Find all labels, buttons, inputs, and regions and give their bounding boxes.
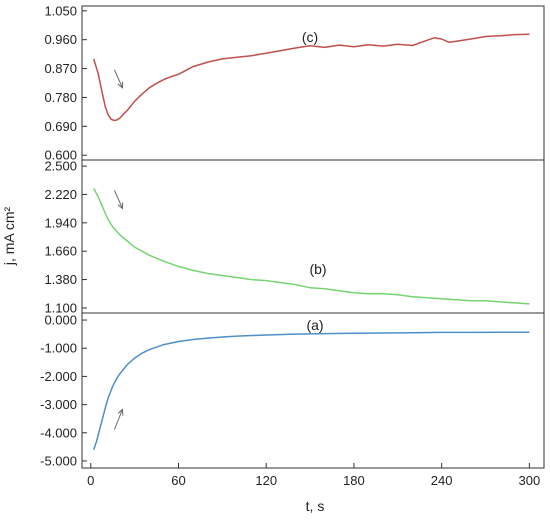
direction-arrow-head bbox=[117, 202, 124, 210]
y-tick-label: 1.380 bbox=[44, 272, 77, 287]
series-line bbox=[92, 33, 530, 122]
panel-1: 1.100 1.380 1.660 1.940 2.220 2.500 (b) bbox=[44, 159, 545, 315]
x-tick-label: 120 bbox=[255, 473, 277, 488]
panel-frame bbox=[81, 312, 545, 469]
panel-frame bbox=[81, 159, 545, 314]
series-line bbox=[93, 188, 530, 305]
y-tick-label: -3.000 bbox=[40, 397, 77, 412]
x-tick-label: 180 bbox=[343, 473, 365, 488]
y-tick-label: 1.940 bbox=[44, 215, 77, 230]
y-tick-label: 0.600 bbox=[44, 148, 77, 163]
panel-label: (a) bbox=[306, 317, 323, 333]
direction-arrow bbox=[114, 69, 123, 88]
y-tick-label: -1.000 bbox=[40, 341, 77, 356]
y-tick-label: 1.660 bbox=[44, 244, 77, 259]
y-tick-label: 1.050 bbox=[44, 3, 77, 18]
direction-arrow-head bbox=[117, 81, 124, 89]
y-tick-label: 0.870 bbox=[44, 61, 77, 76]
y-tick-label: 0.960 bbox=[44, 32, 77, 47]
x-tick-label: 300 bbox=[519, 473, 541, 488]
x-tick-label: 60 bbox=[171, 473, 185, 488]
panel-0: 0.600 0.690 0.780 0.870 0.960 1.050 (c) bbox=[44, 3, 545, 163]
panel-label: (c) bbox=[302, 29, 318, 45]
y-tick-label: 0.780 bbox=[44, 90, 77, 105]
y-tick-label: 0.690 bbox=[44, 119, 77, 134]
y-tick-label: -4.000 bbox=[40, 425, 77, 440]
direction-arrow bbox=[114, 190, 123, 209]
y-tick-label: -2.000 bbox=[40, 369, 77, 384]
panel-2: -5.000 -4.000 -3.000 -2.000 -1.000 0.000 (a) bbox=[40, 312, 545, 469]
y-tick-label: 2.220 bbox=[44, 187, 77, 202]
x-tick-label: 0 bbox=[87, 473, 94, 488]
chart-panels: 0.6000.6900.7800.8700.9601.050(c)1.1001.… bbox=[40, 3, 545, 469]
direction-arrow bbox=[114, 409, 123, 430]
x-axis: 0 60 120 180 240 300 bbox=[87, 463, 540, 488]
y-tick-label: 2.500 bbox=[44, 159, 77, 174]
y-tick-label: -5.000 bbox=[40, 453, 77, 468]
y-tick-label: 1.100 bbox=[44, 300, 77, 315]
panel-label: (b) bbox=[309, 261, 326, 277]
direction-arrow-head bbox=[117, 408, 124, 416]
y-tick-label: 0.000 bbox=[44, 313, 77, 328]
x-tick-label: 240 bbox=[431, 473, 453, 488]
series-line bbox=[92, 331, 530, 450]
x-axis-title: t, s bbox=[306, 498, 325, 514]
y-axis-title: j, mA cm² bbox=[1, 207, 17, 267]
